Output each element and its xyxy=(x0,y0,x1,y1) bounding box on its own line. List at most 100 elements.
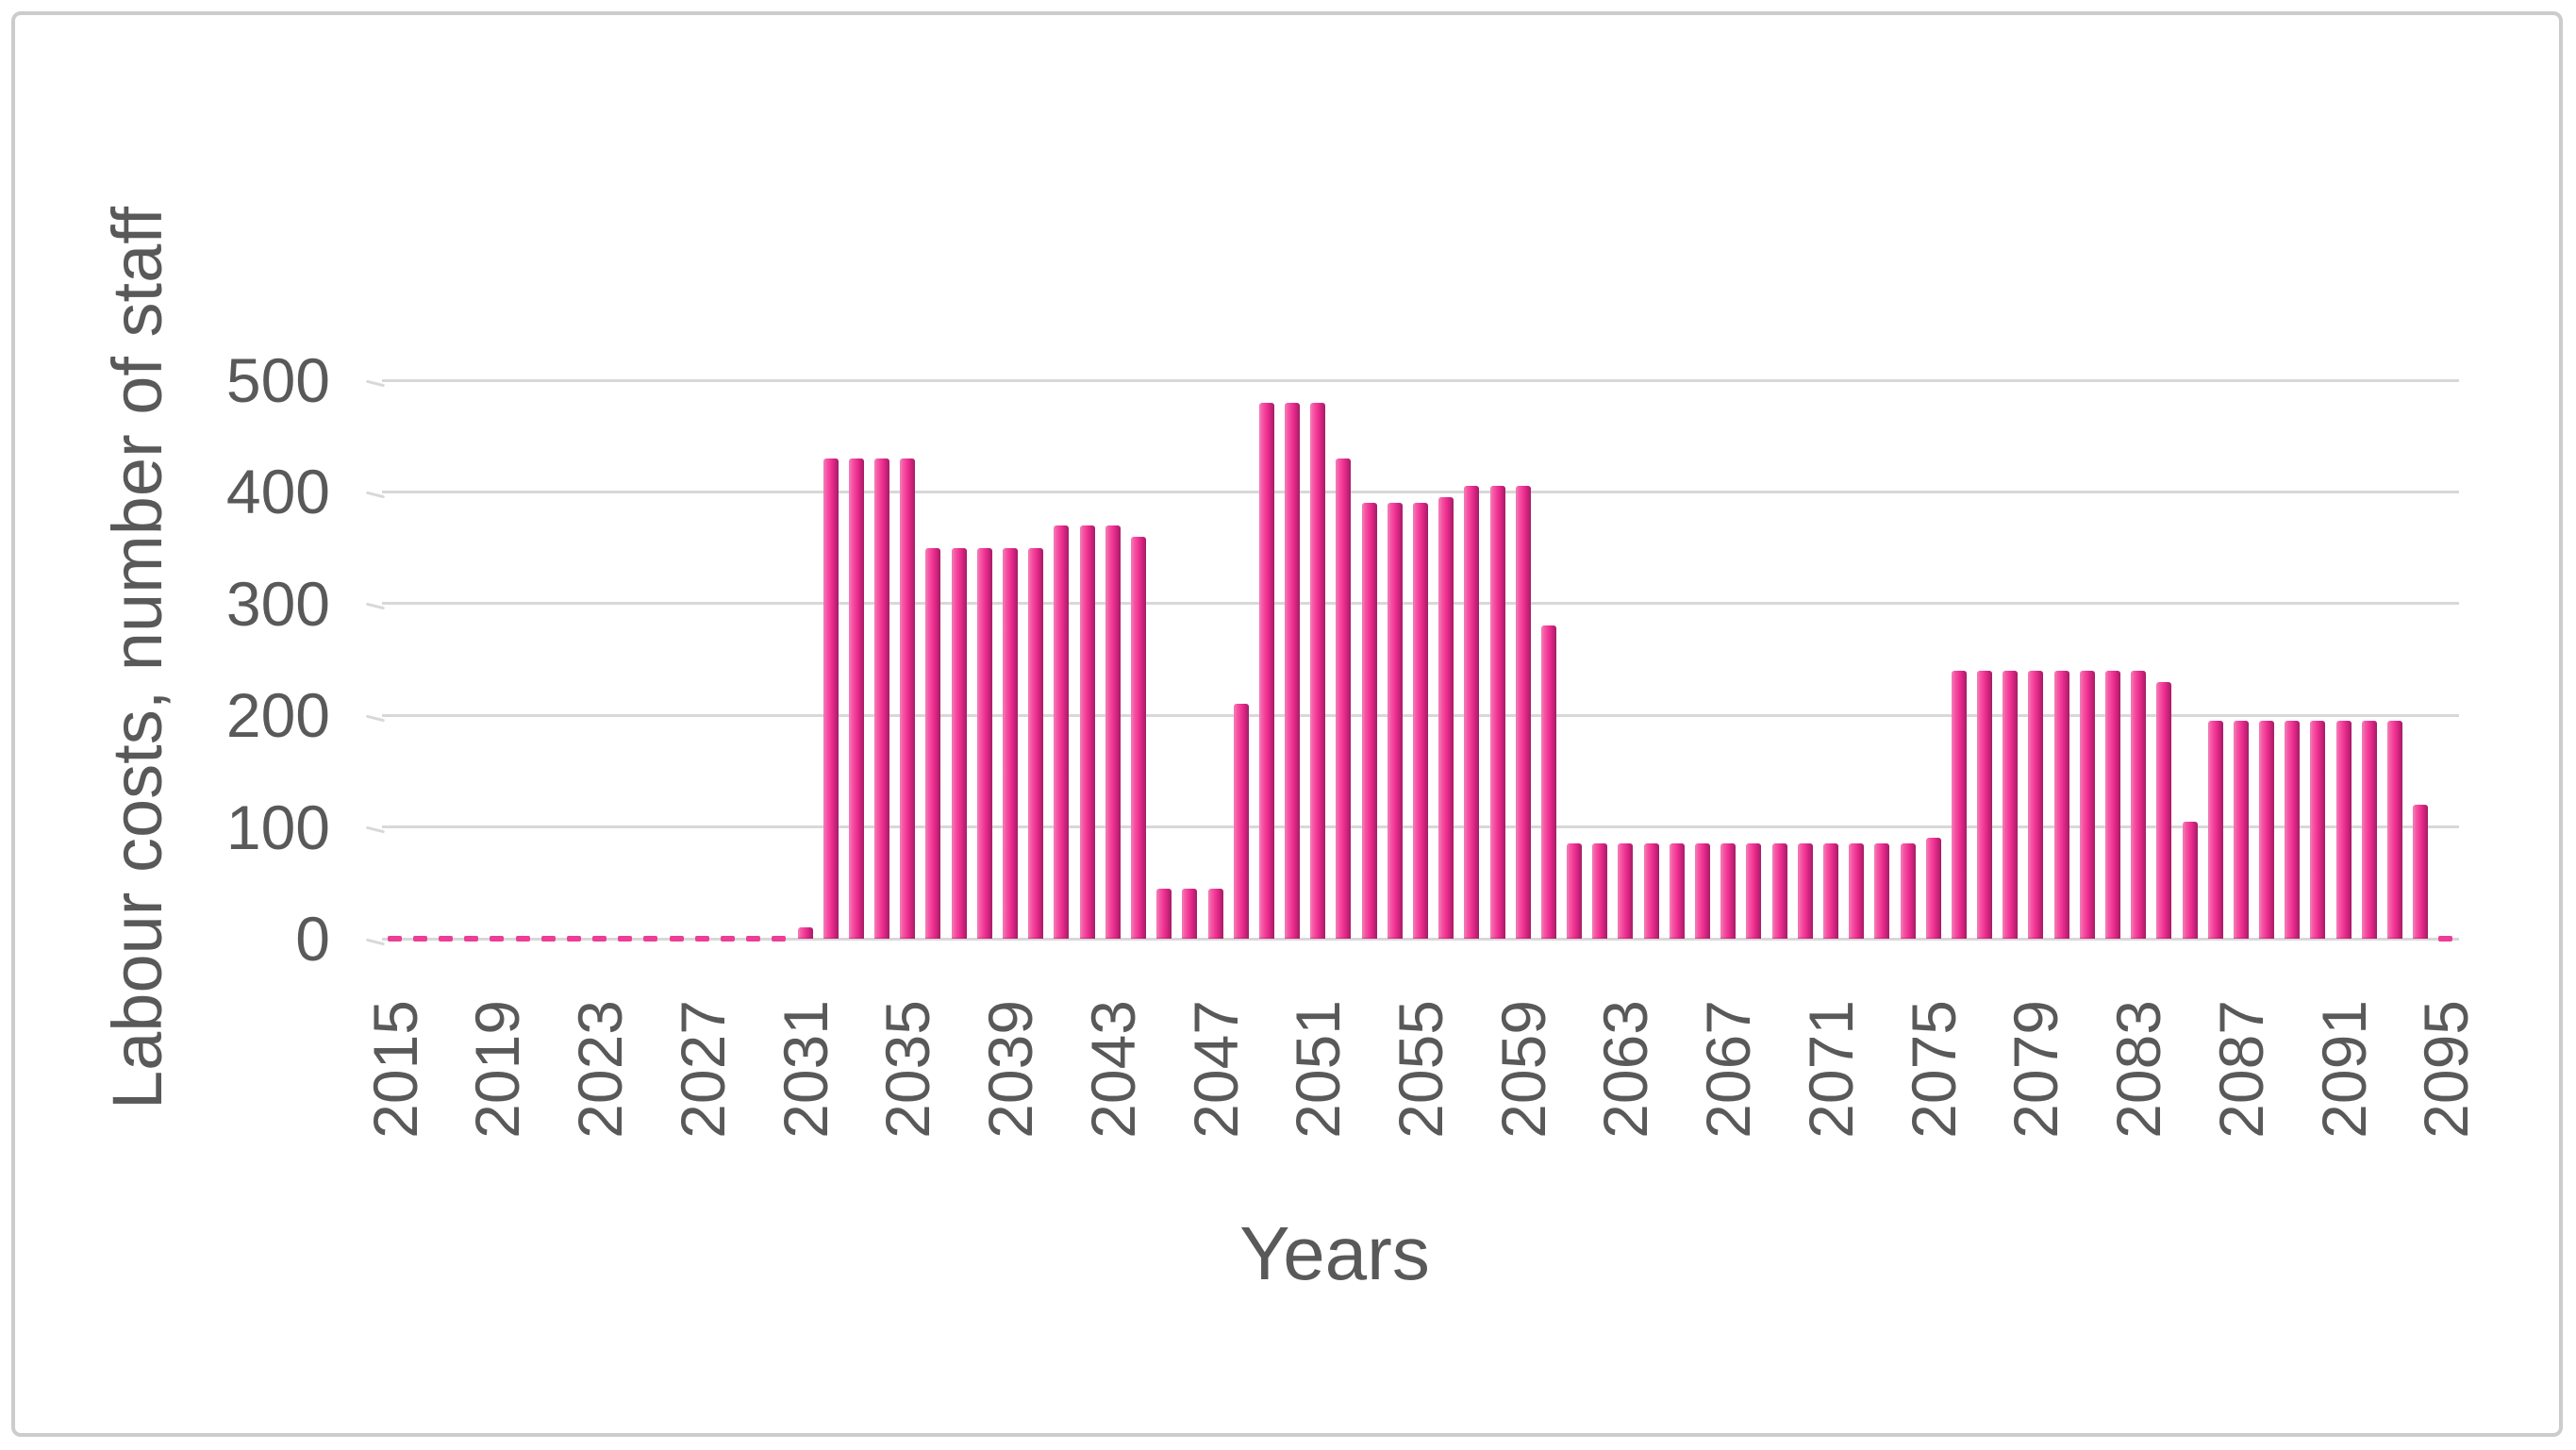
x-tick-label-2079: 2079 xyxy=(2001,1000,2071,1139)
x-tick-label-2055: 2055 xyxy=(1386,1000,1455,1139)
bar-2053 xyxy=(1361,503,1377,939)
bar-2084 xyxy=(2156,681,2172,939)
zero-bar-2023 xyxy=(592,936,607,942)
gridline-500 xyxy=(382,378,2459,382)
bar-2040 xyxy=(1028,547,1044,939)
bar-2091 xyxy=(2335,721,2352,939)
zero-bar-2027 xyxy=(694,936,709,942)
bar-2058 xyxy=(1489,486,1505,939)
x-tick-label-2075: 2075 xyxy=(1898,1000,1969,1139)
y-axis-title: Labour costs, number of staff xyxy=(98,206,176,1109)
gridline-0 xyxy=(382,937,2459,941)
zero-bar-2017 xyxy=(438,936,453,942)
bar-2069 xyxy=(1771,843,1787,939)
zero-bar-2024 xyxy=(618,936,633,942)
gridline-400 xyxy=(382,490,2459,493)
bar-2082 xyxy=(2105,670,2120,939)
x-tick-label-2091: 2091 xyxy=(2308,1000,2379,1139)
bar-2038 xyxy=(976,547,992,939)
zero-bar-2025 xyxy=(643,936,658,942)
bar-2036 xyxy=(925,547,941,939)
bar-2090 xyxy=(2310,721,2326,939)
bar-2045 xyxy=(1156,888,1172,939)
zero-bar-2029 xyxy=(746,936,761,942)
y-tick-label-500: 500 xyxy=(225,345,330,415)
y-tick-label-400: 400 xyxy=(225,457,330,527)
x-tick-label-2027: 2027 xyxy=(667,1000,738,1139)
bar-2039 xyxy=(1003,547,1019,939)
bar-2057 xyxy=(1464,486,1480,939)
bar-2080 xyxy=(2053,670,2069,939)
x-tick-label-2063: 2063 xyxy=(1590,1000,1661,1139)
zero-bar-2018 xyxy=(464,936,479,942)
bar-2073 xyxy=(1874,843,1890,939)
bar-2041 xyxy=(1054,525,1070,939)
bar-2078 xyxy=(2003,670,2019,939)
bar-2065 xyxy=(1669,843,1685,939)
bar-2064 xyxy=(1643,843,1659,939)
bar-2066 xyxy=(1695,843,1711,939)
zero-bar-2022 xyxy=(566,936,581,942)
zero-bar-2095 xyxy=(2438,936,2453,942)
x-tick-label-2067: 2067 xyxy=(1693,1000,1764,1139)
plot-area xyxy=(382,378,2459,942)
bar-2072 xyxy=(1849,843,1865,939)
bar-2068 xyxy=(1746,843,1762,939)
zero-bar-2028 xyxy=(721,936,735,942)
x-tick-label-2015: 2015 xyxy=(359,1000,430,1139)
zero-bar-2019 xyxy=(490,936,505,942)
bar-2077 xyxy=(1977,670,1993,939)
bar-2032 xyxy=(823,458,839,939)
zero-bar-2030 xyxy=(772,936,787,942)
bar-2092 xyxy=(2361,721,2377,939)
bar-2059 xyxy=(1515,486,1531,939)
bar-2049 xyxy=(1258,402,1274,939)
bar-2070 xyxy=(1797,843,1813,939)
y-tick-label-300: 300 xyxy=(225,568,330,639)
x-tick-label-2047: 2047 xyxy=(1180,1000,1251,1139)
zero-bar-2021 xyxy=(540,936,556,942)
y-tick-label-200: 200 xyxy=(225,680,330,751)
zero-bar-2016 xyxy=(412,936,427,942)
bar-2062 xyxy=(1592,843,1608,939)
bar-2071 xyxy=(1822,843,1838,939)
x-tick-label-2051: 2051 xyxy=(1283,1000,1354,1139)
x-tick-label-2059: 2059 xyxy=(1487,1000,1558,1139)
bar-2083 xyxy=(2131,670,2147,939)
x-axis-title: Years xyxy=(1239,1211,1430,1295)
y-tick-label-0: 0 xyxy=(295,904,330,974)
bar-2043 xyxy=(1105,525,1121,939)
bar-2094 xyxy=(2413,804,2429,939)
x-tick-label-2087: 2087 xyxy=(2205,1000,2276,1139)
bar-2042 xyxy=(1079,525,1095,939)
bar-2054 xyxy=(1387,503,1403,939)
bar-2033 xyxy=(848,458,864,939)
bar-2035 xyxy=(900,458,916,939)
bar-2051 xyxy=(1310,402,1326,939)
bar-2067 xyxy=(1720,843,1737,939)
bar-2047 xyxy=(1207,888,1223,939)
figure-border xyxy=(11,11,2563,1437)
bar-2060 xyxy=(1540,625,1556,939)
bar-2074 xyxy=(1900,843,1916,939)
bar-2056 xyxy=(1438,497,1454,939)
bar-2034 xyxy=(874,458,890,939)
bar-2089 xyxy=(2285,721,2301,939)
bar-2081 xyxy=(2079,670,2095,939)
bar-2046 xyxy=(1182,888,1198,939)
x-tick-label-2083: 2083 xyxy=(2103,1000,2174,1139)
bar-2031 xyxy=(797,927,813,939)
bar-2085 xyxy=(2182,821,2198,939)
bar-2052 xyxy=(1336,458,1352,939)
bar-2048 xyxy=(1233,704,1249,939)
bar-2044 xyxy=(1130,536,1146,939)
x-tick-label-2019: 2019 xyxy=(462,1000,533,1139)
bar-2079 xyxy=(2028,670,2044,939)
bar-2050 xyxy=(1285,402,1301,939)
bar-2087 xyxy=(2233,721,2249,939)
x-tick-label-2039: 2039 xyxy=(975,1000,1046,1139)
y-tick-label-100: 100 xyxy=(225,792,330,862)
bar-2037 xyxy=(951,547,967,939)
bar-2063 xyxy=(1618,843,1634,939)
